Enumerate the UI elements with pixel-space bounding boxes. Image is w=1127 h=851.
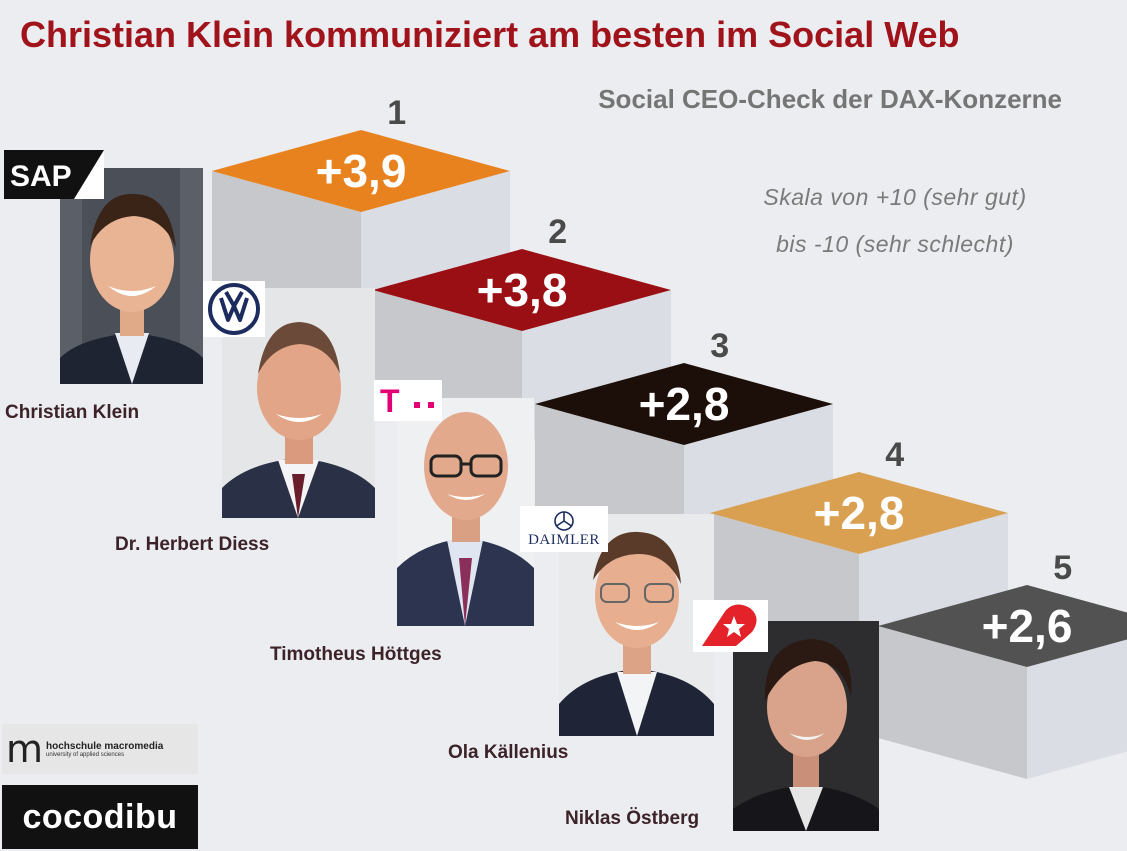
category-label: Ola Källenius: [448, 742, 569, 763]
delivery-hero-logo: [693, 600, 768, 652]
rank-label: 3: [710, 327, 729, 365]
step-top-face: [212, 130, 510, 212]
photo-herbert-diess: [222, 288, 375, 518]
rank-label: 5: [1053, 549, 1072, 587]
scale-line-1: Skala von +10 (sehr gut): [763, 184, 1027, 210]
category-label: Dr. Herbert Diess: [115, 534, 270, 555]
value-label: +2,8: [639, 378, 730, 430]
category-label: Timotheus Höttges: [270, 644, 442, 665]
chart-title: Christian Klein kommuniziert am besten i…: [20, 14, 960, 55]
scale-line-2: bis -10 (sehr schlecht): [776, 231, 1014, 257]
value-label: +3,9: [316, 145, 407, 197]
step-top-face: [373, 249, 671, 331]
photo-christian-klein: [60, 168, 203, 384]
step-right-face: [1027, 639, 1127, 779]
daimler-logo: DAIMLER: [520, 506, 608, 552]
rank-label: 2: [548, 213, 567, 251]
step-top-face: [710, 472, 1008, 554]
vw-logo: [203, 281, 265, 337]
step-block: +2,6 5: [878, 549, 1127, 779]
step-top-face: [878, 585, 1127, 667]
value-label: +2,8: [814, 487, 905, 539]
svg-text:T: T: [380, 383, 400, 419]
step-left-face: [878, 626, 1027, 779]
chart-subtitle: Social CEO-Check der DAX-Konzerne: [598, 84, 1062, 114]
telekom-logo: T: [374, 380, 442, 421]
photo-timotheus-hoettges: [397, 398, 534, 626]
macromedia-logo: m hochschule macromedia university of ap…: [2, 724, 198, 774]
value-label: +2,6: [982, 600, 1073, 652]
svg-text:SAP: SAP: [10, 160, 72, 193]
value-label: +3,8: [477, 264, 568, 316]
category-label: Christian Klein: [5, 402, 140, 423]
category-label: Niklas Östberg: [565, 808, 700, 829]
step-top-face: [535, 363, 833, 445]
rank-label: 4: [885, 436, 904, 474]
photo-niklas-oestberg: [733, 621, 879, 831]
rank-label: 1: [387, 94, 406, 132]
cocodibu-logo: cocodibu: [2, 785, 198, 849]
sap-logo: SAP: [4, 150, 104, 199]
